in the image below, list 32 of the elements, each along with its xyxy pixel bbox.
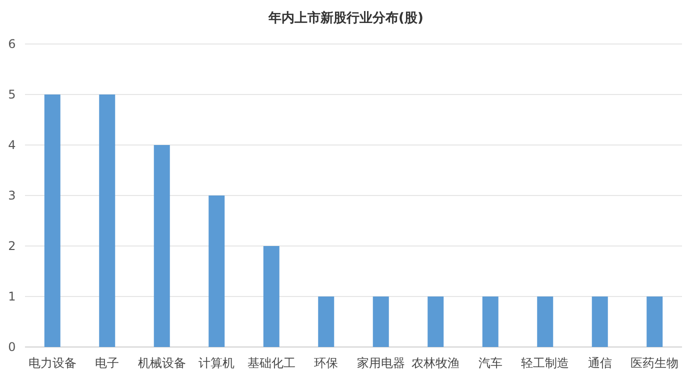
x-tick-label: 基础化工: [247, 356, 296, 370]
bar: [482, 296, 498, 347]
x-tick-label: 计算机: [198, 356, 235, 370]
bar: [208, 196, 225, 347]
chart-title: 年内上市新股行业分布(股): [268, 10, 424, 26]
x-tick-label: 医药生物: [630, 356, 679, 370]
y-tick-label: 2: [8, 239, 16, 253]
x-tick-label: 轻工制造: [521, 356, 570, 370]
x-tick-label: 电子: [95, 356, 120, 370]
x-tick-label: 电力设备: [28, 356, 76, 370]
x-tick-label: 通信: [588, 356, 612, 370]
y-tick-label: 1: [8, 290, 16, 304]
x-tick-label: 环保: [314, 356, 338, 370]
bar: [537, 296, 554, 347]
x-tick-label: 家用电器: [356, 356, 405, 370]
bar: [428, 296, 444, 347]
bar: [99, 94, 116, 347]
bar: [318, 296, 334, 347]
x-tick-label: 农林牧渔: [412, 356, 460, 370]
x-tick-label: 汽车: [478, 356, 502, 370]
y-tick-label: 4: [8, 138, 16, 152]
bar: [263, 246, 280, 347]
bar: [44, 94, 60, 347]
y-tick-label: 5: [8, 88, 16, 102]
y-tick-label: 0: [8, 340, 16, 354]
y-tick-label: 3: [8, 188, 16, 202]
bar: [154, 145, 170, 347]
y-tick-label: 6: [8, 37, 16, 51]
bar: [646, 296, 663, 347]
bar: [372, 296, 389, 347]
bar: [592, 296, 608, 347]
x-tick-label: 机械设备: [138, 356, 186, 370]
